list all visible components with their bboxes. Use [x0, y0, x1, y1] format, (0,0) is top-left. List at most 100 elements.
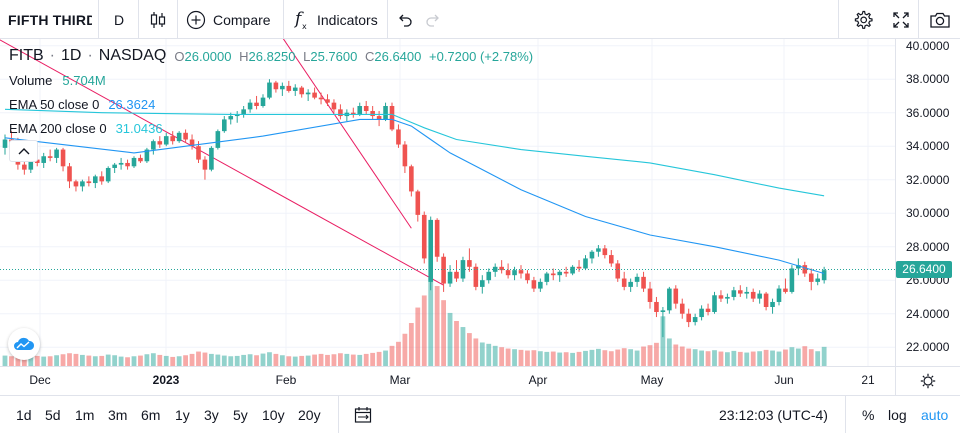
candle-body	[776, 288, 782, 302]
range-10y[interactable]: 10y	[262, 407, 285, 423]
volume-bar	[808, 349, 814, 366]
volume-bar	[254, 355, 259, 366]
legend-symbol[interactable]: FITB	[9, 47, 44, 64]
volume-bar	[783, 349, 788, 366]
volume-bar	[712, 350, 717, 366]
volume-bar	[118, 356, 124, 366]
volume-bar	[654, 342, 659, 366]
legend-volume[interactable]: Volume 5.704M	[9, 68, 533, 92]
volume-bar	[183, 355, 188, 366]
range-3y[interactable]: 3y	[204, 407, 219, 423]
candle-body	[563, 271, 569, 274]
volume-bar	[54, 355, 59, 366]
low-label: L	[303, 48, 311, 64]
function-icon: f x	[293, 9, 307, 31]
toolbar-divider	[283, 0, 284, 39]
candle-body	[544, 273, 550, 282]
candle-body	[215, 131, 221, 148]
toolbar-divider	[387, 0, 388, 39]
candle-body	[757, 293, 762, 299]
volume-bar	[286, 356, 292, 366]
fullscreen-button[interactable]	[891, 0, 911, 39]
volume-bar	[686, 348, 692, 366]
snapshot-button[interactable]	[929, 0, 951, 39]
tradingview-logo[interactable]	[8, 328, 40, 360]
range-6m[interactable]: 6m	[141, 407, 161, 423]
range-20y[interactable]: 20y	[298, 407, 321, 423]
candle-body	[409, 166, 414, 192]
candle-body	[679, 303, 685, 314]
volume-bar	[441, 300, 446, 366]
candle-body	[228, 116, 234, 120]
candle-body	[299, 87, 304, 95]
candle-body	[189, 139, 195, 147]
auto-toggle[interactable]: auto	[921, 407, 949, 423]
log-toggle[interactable]: log	[888, 407, 907, 423]
volume-bar	[576, 351, 582, 366]
legend-ema50[interactable]: EMA 50 close 0 26.3624	[9, 92, 533, 116]
candle-body	[609, 255, 614, 264]
price-axis[interactable]: 40.0000 38.0000 36.0000 34.0000 32.0000 30.00…	[895, 39, 960, 395]
time-axis[interactable]: Dec 2023 Feb Mar Apr May Jun 21	[0, 366, 895, 395]
legend-collapse-button[interactable]	[9, 140, 38, 162]
volume-bar	[557, 352, 563, 366]
calendar-range-icon	[354, 407, 372, 423]
volume-bar	[447, 312, 453, 366]
volume-bar	[80, 354, 85, 366]
candle-body	[686, 313, 691, 323]
last-price-badge: 26.6400	[896, 260, 952, 278]
camera-icon	[930, 12, 950, 28]
range-5d[interactable]: 5d	[45, 407, 61, 423]
volume-bar	[602, 350, 608, 366]
settings-button[interactable]	[852, 0, 874, 39]
price-chart[interactable]	[0, 39, 895, 366]
legend-ema200[interactable]: EMA 200 close 0 31.0436	[9, 116, 533, 140]
candle-body	[41, 156, 46, 163]
volume-bar	[363, 353, 369, 366]
clock-readout[interactable]: 23:12:03 (UTC-4)	[719, 407, 828, 423]
volume-bar	[131, 356, 137, 366]
indicators-button[interactable]: f x Indicators	[292, 0, 378, 39]
undo-button[interactable]	[396, 0, 414, 39]
sun-gear-icon	[920, 373, 936, 389]
date-range-button[interactable]	[354, 396, 372, 433]
chart-type-button[interactable]	[148, 0, 170, 39]
toolbar-divider	[338, 396, 339, 433]
candle-body	[99, 176, 105, 182]
candle-body	[512, 270, 517, 276]
range-1d[interactable]: 1d	[16, 407, 32, 423]
volume-bar	[505, 348, 511, 366]
volume-bar	[531, 350, 537, 366]
redo-button[interactable]	[424, 0, 442, 39]
volume-bar	[170, 356, 176, 366]
volume-bar	[176, 356, 182, 366]
ema50-label: EMA 50 close 0	[9, 96, 100, 112]
candle-body	[531, 280, 537, 289]
symbol-search-button[interactable]: FIFTH THIRD	[8, 11, 92, 28]
price-label: 40.0000	[906, 38, 950, 53]
interval-button[interactable]: D	[114, 11, 125, 28]
candle-body	[763, 293, 769, 307]
candle-body	[454, 271, 459, 279]
volume-bar	[34, 355, 40, 366]
close-label: C	[364, 48, 375, 64]
candle-body	[163, 136, 169, 145]
range-5y[interactable]: 5y	[233, 407, 248, 423]
svg-text:f: f	[293, 9, 304, 29]
volume-bar	[699, 350, 704, 366]
volume-bar	[370, 352, 376, 366]
volume-value: 5.704M	[62, 72, 106, 88]
range-1m[interactable]: 1m	[75, 407, 95, 423]
percent-toggle[interactable]: %	[862, 407, 875, 423]
compare-button[interactable]: Compare	[186, 0, 271, 39]
volume-bar	[486, 343, 492, 366]
axis-settings-button[interactable]	[895, 366, 960, 395]
volume-bar	[376, 351, 382, 366]
time-label: Feb	[275, 373, 297, 387]
candle-body	[318, 97, 324, 100]
candles-icon	[150, 11, 166, 28]
range-3m[interactable]: 3m	[108, 407, 128, 423]
volume-bar	[209, 353, 214, 366]
candle-body	[744, 291, 750, 294]
range-1y[interactable]: 1y	[175, 407, 190, 423]
